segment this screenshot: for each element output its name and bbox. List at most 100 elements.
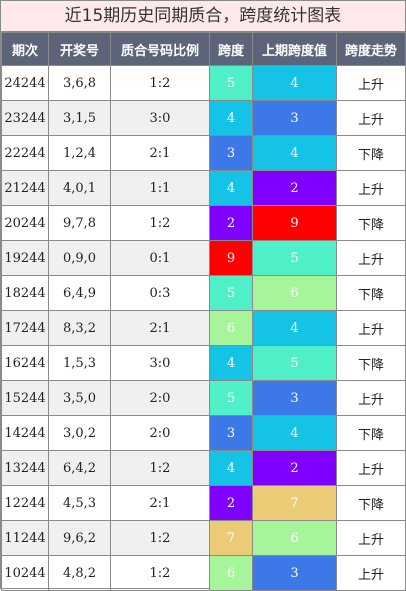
table-row: 22244 1,2,4 2:1 3 4 下降 (1, 135, 406, 171)
table-row: 24244 3,6,8 1:2 5 4 上升 (1, 65, 406, 101)
prev-span-cell: 4 (252, 65, 337, 101)
span-cell: 4 (209, 450, 253, 486)
prev-span-cell: 2 (252, 450, 337, 486)
issue-cell: 11244 (1, 520, 49, 556)
numbers-cell: 9,7,8 (48, 205, 111, 241)
trend-cell: 下降 (336, 275, 406, 311)
ratio-cell: 0:3 (110, 275, 210, 311)
issue-cell: 19244 (1, 240, 49, 276)
issue-cell: 10244 (1, 555, 49, 591)
table-row: 16244 1,5,3 3:0 4 5 下降 (1, 345, 406, 381)
trend-cell: 上升 (336, 520, 406, 556)
header-issue: 期次 (1, 32, 49, 66)
span-cell: 6 (209, 310, 253, 346)
header-numbers: 开奖号 (48, 32, 111, 66)
ratio-cell: 1:1 (110, 170, 210, 206)
ratio-cell: 1:2 (110, 205, 210, 241)
ratio-cell: 2:0 (110, 380, 210, 416)
issue-cell: 14244 (1, 415, 49, 451)
header-ratio: 质合号码比例 (110, 32, 210, 66)
table-row: 20244 9,7,8 1:2 2 9 下降 (1, 205, 406, 241)
issue-cell: 23244 (1, 100, 49, 136)
issue-cell: 13244 (1, 450, 49, 486)
trend-cell: 上升 (336, 310, 406, 346)
numbers-cell: 1,2,4 (48, 135, 111, 171)
table-row: 10244 4,8,2 1:2 6 3 上升 (1, 555, 406, 591)
span-cell: 4 (209, 345, 253, 381)
issue-cell: 16244 (1, 345, 49, 381)
issue-cell: 24244 (1, 65, 49, 101)
numbers-cell: 3,6,8 (48, 65, 111, 101)
trend-cell: 上升 (336, 100, 406, 136)
header-prev-span: 上期跨度值 (252, 32, 337, 66)
table-header-row: 期次 开奖号 质合号码比例 跨度 上期跨度值 跨度走势 (1, 32, 406, 66)
trend-cell: 下降 (336, 205, 406, 241)
issue-cell: 15244 (1, 380, 49, 416)
prev-span-cell: 4 (252, 415, 337, 451)
span-cell: 9 (209, 240, 253, 276)
prev-span-cell: 7 (252, 485, 337, 521)
numbers-cell: 6,4,2 (48, 450, 111, 486)
table-row: 21244 4,0,1 1:1 4 2 上升 (1, 170, 406, 206)
table-row: 12244 4,5,3 2:1 2 7 下降 (1, 485, 406, 521)
ratio-cell: 3:0 (110, 100, 210, 136)
span-cell: 2 (209, 205, 253, 241)
trend-cell: 上升 (336, 380, 406, 416)
trend-cell: 下降 (336, 135, 406, 171)
span-cell: 6 (209, 555, 253, 591)
table-row: 13244 6,4,2 1:2 4 2 上升 (1, 450, 406, 486)
ratio-cell: 2:0 (110, 415, 210, 451)
numbers-cell: 4,0,1 (48, 170, 111, 206)
prev-span-cell: 4 (252, 310, 337, 346)
issue-cell: 21244 (1, 170, 49, 206)
numbers-cell: 1,5,3 (48, 345, 111, 381)
table-row: 14244 3,0,2 2:0 3 4 下降 (1, 415, 406, 451)
table-row: 18244 6,4,9 0:3 5 6 下降 (1, 275, 406, 311)
prev-span-cell: 2 (252, 170, 337, 206)
prev-span-cell: 9 (252, 205, 337, 241)
ratio-cell: 0:1 (110, 240, 210, 276)
prev-span-cell: 5 (252, 345, 337, 381)
trend-cell: 上升 (336, 450, 406, 486)
numbers-cell: 0,9,0 (48, 240, 111, 276)
ratio-cell: 1:2 (110, 555, 210, 591)
numbers-cell: 8,3,2 (48, 310, 111, 346)
trend-cell: 下降 (336, 345, 406, 381)
table-row: 19244 0,9,0 0:1 9 5 上升 (1, 240, 406, 276)
prev-span-cell: 3 (252, 555, 337, 591)
numbers-cell: 6,4,9 (48, 275, 111, 311)
page-title: 近15期历史同期质合，跨度统计图表 (1, 1, 405, 32)
trend-cell: 上升 (336, 555, 406, 591)
issue-cell: 20244 (1, 205, 49, 241)
trend-cell: 下降 (336, 415, 406, 451)
numbers-cell: 3,0,2 (48, 415, 111, 451)
issue-cell: 18244 (1, 275, 49, 311)
span-cell: 3 (209, 135, 253, 171)
span-cell: 7 (209, 520, 253, 556)
span-cell: 4 (209, 100, 253, 136)
issue-cell: 17244 (1, 310, 49, 346)
header-span: 跨度 (209, 32, 253, 66)
span-cell: 3 (209, 415, 253, 451)
ratio-cell: 2:1 (110, 135, 210, 171)
prev-span-cell: 6 (252, 520, 337, 556)
prev-span-cell: 3 (252, 100, 337, 136)
table-row: 11244 9,6,2 1:2 7 6 上升 (1, 520, 406, 556)
span-cell: 4 (209, 170, 253, 206)
numbers-cell: 4,5,3 (48, 485, 111, 521)
ratio-cell: 2:1 (110, 310, 210, 346)
issue-cell: 12244 (1, 485, 49, 521)
issue-cell: 22244 (1, 135, 49, 171)
ratio-cell: 1:2 (110, 65, 210, 101)
span-cell: 5 (209, 380, 253, 416)
span-cell: 5 (209, 65, 253, 101)
numbers-cell: 3,1,5 (48, 100, 111, 136)
ratio-cell: 3:0 (110, 345, 210, 381)
ratio-cell: 2:1 (110, 485, 210, 521)
ratio-cell: 1:2 (110, 450, 210, 486)
prev-span-cell: 6 (252, 275, 337, 311)
table-row: 15244 3,5,0 2:0 5 3 上升 (1, 380, 406, 416)
ratio-cell: 1:2 (110, 520, 210, 556)
span-cell: 2 (209, 485, 253, 521)
prev-span-cell: 4 (252, 135, 337, 171)
